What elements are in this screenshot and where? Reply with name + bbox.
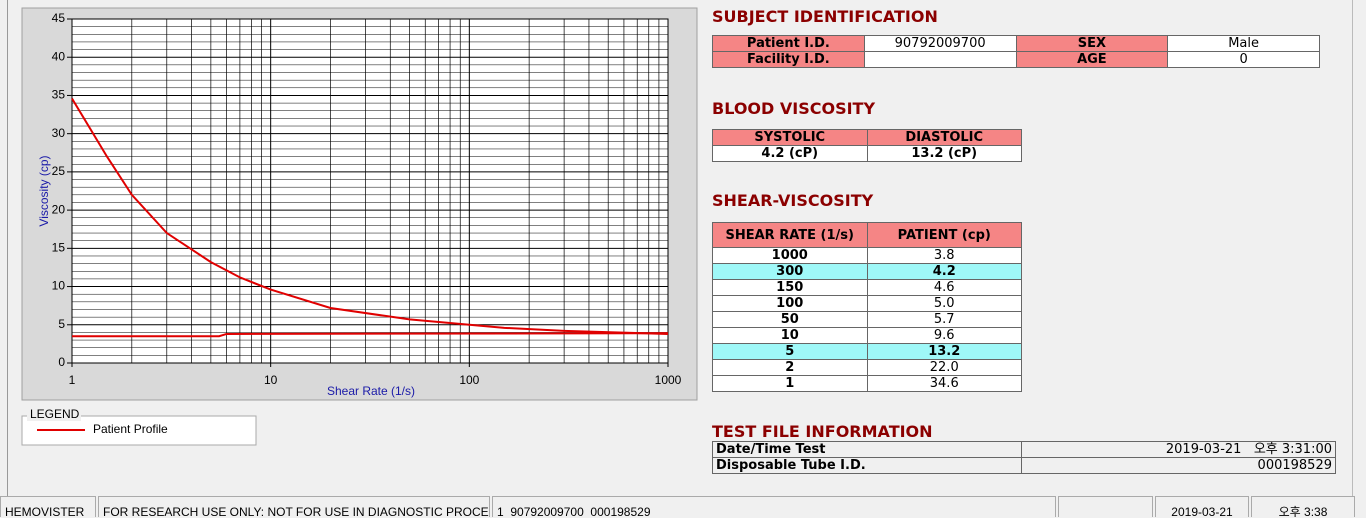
cell: 2019-03-21 오후 3:31:00 [1021, 441, 1336, 458]
row: 5 13.2 [712, 343, 1022, 360]
x-tick-label: 100 [459, 373, 479, 387]
data-line [72, 332, 669, 338]
cell: 100 [712, 295, 868, 312]
cell: 22.0 [866, 359, 1022, 376]
status-panel: FOR RESEARCH USE ONLY: NOT FOR USE IN DI… [98, 496, 490, 517]
y-tick-label: 30 [52, 126, 66, 140]
cell: 13.2 (cP) [866, 145, 1022, 162]
row: 50 5.7 [712, 311, 1022, 328]
y-tick-label: 15 [52, 241, 66, 255]
cell: 13.2 [866, 343, 1022, 360]
section-title: SUBJECT IDENTIFICATION [712, 7, 938, 26]
data-line [71, 97, 669, 335]
cell: 34.6 [866, 375, 1022, 392]
cell: 5.0 [866, 295, 1022, 312]
cell: 5.7 [866, 311, 1022, 328]
cell: 3.8 [866, 247, 1022, 264]
cell: PATIENT (cp) [866, 222, 1022, 248]
legend-caption-bg [27, 409, 81, 421]
row: Disposable Tube I.D. 000198529 [712, 457, 1336, 474]
cell: Disposable Tube I.D. [712, 457, 1022, 474]
cell: 300 [712, 263, 868, 280]
row: 2 22.0 [712, 359, 1022, 376]
status-panel: 2019-03-21 [1155, 496, 1249, 517]
x-tick-label: 1000 [655, 373, 682, 387]
scroll-edge [1352, 0, 1353, 496]
row: Facility I.D. AGE 0 [712, 51, 1320, 68]
cell: 1 [712, 375, 868, 392]
plot-area [71, 18, 669, 364]
cell: 50 [712, 311, 868, 328]
y-tick-label: 0 [58, 355, 65, 369]
cell: 4.2 [866, 263, 1022, 280]
section-title: SHEAR-VISCOSITY [712, 191, 874, 210]
y-tick-label: 35 [52, 88, 66, 102]
row: 150 4.6 [712, 279, 1022, 296]
cell: SHEAR RATE (1/s) [712, 222, 868, 248]
x-axis-label: Shear Rate (1/s) [327, 384, 415, 398]
cell: Patient I.D. [712, 35, 865, 52]
row: 10 9.6 [712, 327, 1022, 344]
window-edge [7, 0, 8, 496]
cell: 2 [712, 359, 868, 376]
row: SHEAR RATE (1/s) PATIENT (cp) [712, 222, 1022, 248]
cell: 4.6 [866, 279, 1022, 296]
chart: Shear Rate (1/s) Viscosity (cp) LEGEND 1… [21, 7, 698, 446]
status-panel: 1 90792009700 000198529 [492, 496, 1056, 517]
cell: 1000 [712, 247, 868, 264]
cell: 4.2 (cP) [712, 145, 868, 162]
x-tick-label: 1 [69, 373, 76, 387]
section-title: TEST FILE INFORMATION [712, 422, 933, 441]
row: SYSTOLIC DIASTOLIC [712, 129, 1022, 146]
y-axis-label: Viscosity (cp) [37, 155, 51, 226]
cell: 10 [712, 327, 868, 344]
test-file-table: Date/Time Test 2019-03-21 오후 3:31:00 Disp… [712, 441, 1336, 474]
cell: Facility I.D. [712, 51, 865, 68]
status-panel: HEMOVISTER [0, 496, 96, 517]
status-panel [1058, 496, 1153, 517]
status-panel: 오후 3:38 [1251, 496, 1355, 517]
cell: Male [1167, 35, 1320, 52]
y-tick-label: 45 [52, 11, 66, 25]
x-tick-label: 10 [264, 373, 278, 387]
row: Patient I.D. 90792009700 SEX Male [712, 35, 1320, 52]
subject-table: Patient I.D. 90792009700 SEX Male Facility … [712, 35, 1320, 68]
cell: 90792009700 [863, 35, 1017, 52]
shear-table: SHEAR RATE (1/s) PATIENT (cp) 1000 3.8 300 4… [712, 222, 1022, 392]
y-tick-label: 40 [52, 49, 66, 63]
cell: Date/Time Test [712, 441, 1022, 458]
row: 1000 3.8 [712, 247, 1022, 264]
cell: AGE [1015, 51, 1169, 68]
row: 4.2 (cP) 13.2 (cP) [712, 145, 1022, 162]
legend-title: LEGEND [30, 407, 80, 421]
cell: 0 [1167, 51, 1320, 68]
blood-table: SYSTOLIC DIASTOLIC 4.2 (cP) 13.2 (cP) [712, 129, 1022, 162]
section-title: BLOOD VISCOSITY [712, 99, 876, 118]
row: 300 4.2 [712, 263, 1022, 280]
cell: SEX [1015, 35, 1169, 52]
cell: SYSTOLIC [712, 129, 868, 146]
row: 1 34.6 [712, 375, 1022, 392]
y-tick-label: 10 [52, 279, 66, 293]
cell [863, 51, 1017, 68]
cell: DIASTOLIC [866, 129, 1022, 146]
y-tick-label: 25 [52, 164, 66, 178]
cell: 5 [712, 343, 868, 360]
cell: 150 [712, 279, 868, 296]
cell: 000198529 [1021, 457, 1336, 474]
y-tick-label: 5 [58, 317, 65, 331]
row: Date/Time Test 2019-03-21 오후 3:31:00 [712, 441, 1336, 458]
status-bar: HEMOVISTER FOR RESEARCH USE ONLY: NOT FO… [0, 496, 1366, 518]
y-tick-label: 20 [52, 202, 66, 216]
legend-label: Patient Profile [93, 422, 168, 436]
row: 100 5.0 [712, 295, 1022, 312]
cell: 9.6 [866, 327, 1022, 344]
